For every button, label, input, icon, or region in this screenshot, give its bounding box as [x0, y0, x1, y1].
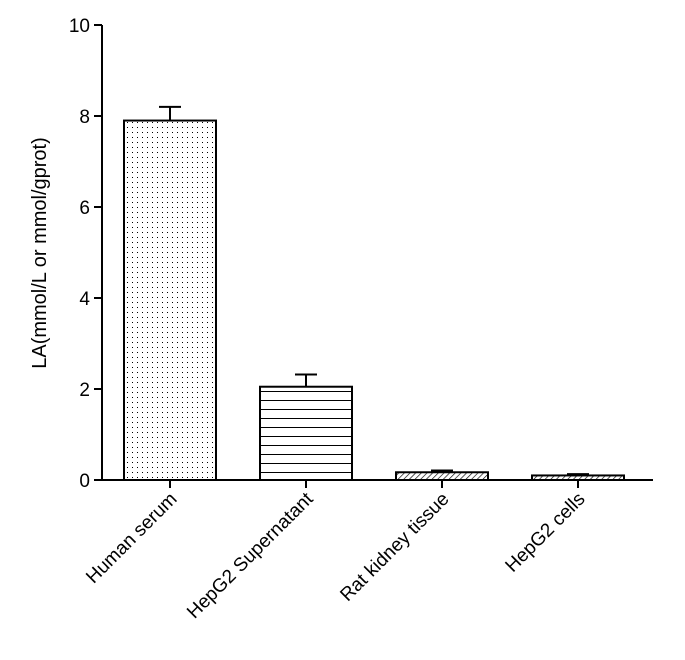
x-tick-label: HepG2 cells [502, 489, 590, 577]
y-tick-label: 0 [79, 471, 90, 492]
y-tick-label: 4 [79, 289, 90, 310]
y-tick-label: 2 [79, 380, 90, 401]
x-tick-label: Human serum [82, 489, 181, 588]
y-tick-label: 8 [79, 107, 90, 128]
x-tick-label: HepG2 Supernatant [183, 488, 318, 623]
y-tick-label: 10 [69, 16, 90, 37]
bar-rat-kidney-tissue [395, 471, 489, 482]
y-axis-title: LA(mmol/L or mmol/gprot) [29, 137, 51, 369]
x-tick-label: Rat kidney tissue [336, 489, 453, 606]
bar-hepg2-supernatant [259, 385, 353, 482]
bar-human-serum [123, 119, 217, 482]
y-tick-label: 6 [79, 198, 90, 219]
